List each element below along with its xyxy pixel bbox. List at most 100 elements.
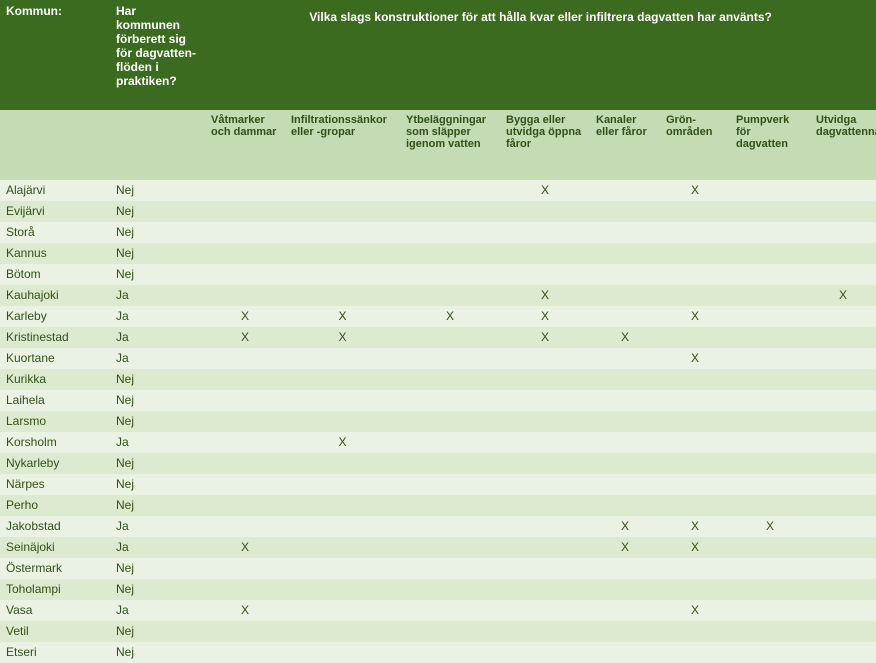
- cell-mark: [730, 642, 810, 663]
- cell-mark: [730, 243, 810, 264]
- table-row: BötomNej: [0, 264, 876, 285]
- cell-mark: [660, 264, 730, 285]
- cell-mark: [660, 285, 730, 306]
- cell-mark: [205, 285, 285, 306]
- cell-mark: [660, 411, 730, 432]
- cell-mark: [285, 579, 400, 600]
- cell-mark: [730, 285, 810, 306]
- table-row: LarsmoNej: [0, 411, 876, 432]
- cell-mark: [205, 495, 285, 516]
- subheader-channels: Kanaler eller fåror: [590, 110, 660, 180]
- cell-mark: X: [500, 327, 590, 348]
- header-separator: [0, 100, 876, 110]
- cell-kommun: Vasa: [0, 600, 110, 621]
- cell-prepared: Nej: [110, 201, 205, 222]
- cell-mark: [590, 558, 660, 579]
- cell-mark: [730, 558, 810, 579]
- cell-mark: [500, 453, 590, 474]
- table-row: KuortaneJaX: [0, 348, 876, 369]
- table-row: ÖstermarkNej: [0, 558, 876, 579]
- cell-mark: [810, 180, 876, 201]
- cell-kommun: Korsholm: [0, 432, 110, 453]
- cell-mark: [205, 243, 285, 264]
- cell-mark: X: [500, 306, 590, 327]
- cell-mark: [810, 474, 876, 495]
- cell-kommun: Vetil: [0, 621, 110, 642]
- cell-kommun: Larsmo: [0, 411, 110, 432]
- cell-mark: [730, 306, 810, 327]
- cell-mark: [660, 642, 730, 663]
- cell-mark: [500, 432, 590, 453]
- cell-mark: [660, 495, 730, 516]
- cell-mark: X: [660, 600, 730, 621]
- cell-mark: [810, 642, 876, 663]
- cell-kommun: Östermark: [0, 558, 110, 579]
- cell-mark: [500, 411, 590, 432]
- cell-mark: [590, 495, 660, 516]
- cell-mark: [730, 474, 810, 495]
- cell-mark: [590, 411, 660, 432]
- cell-prepared: Nej: [110, 579, 205, 600]
- cell-mark: [810, 327, 876, 348]
- cell-mark: [500, 642, 590, 663]
- cell-mark: [285, 474, 400, 495]
- cell-mark: [205, 390, 285, 411]
- subheader-blank-0: [0, 110, 110, 180]
- cell-mark: X: [500, 180, 590, 201]
- cell-mark: [500, 579, 590, 600]
- cell-mark: [810, 621, 876, 642]
- cell-mark: X: [400, 306, 500, 327]
- cell-mark: [730, 369, 810, 390]
- subheader-green-areas: Grön-områden: [660, 110, 730, 180]
- table-body: AlajärviNejXXEvijärviNejStoråNejKannusNe…: [0, 180, 876, 663]
- header-row-1: Kommun: Har kommunen förberett sig för d…: [0, 0, 876, 100]
- cell-kommun: Storå: [0, 222, 110, 243]
- cell-prepared: Nej: [110, 495, 205, 516]
- cell-kommun: Kauhajoki: [0, 285, 110, 306]
- cell-mark: [730, 579, 810, 600]
- cell-prepared: Nej: [110, 453, 205, 474]
- cell-mark: [810, 495, 876, 516]
- cell-mark: [730, 621, 810, 642]
- cell-mark: [730, 600, 810, 621]
- cell-mark: [590, 432, 660, 453]
- cell-mark: [400, 537, 500, 558]
- cell-prepared: Ja: [110, 432, 205, 453]
- cell-mark: [810, 390, 876, 411]
- cell-mark: [590, 285, 660, 306]
- cell-kommun: Kannus: [0, 243, 110, 264]
- cell-mark: [810, 222, 876, 243]
- cell-mark: [285, 453, 400, 474]
- cell-mark: [590, 474, 660, 495]
- cell-mark: X: [810, 285, 876, 306]
- cell-mark: X: [285, 327, 400, 348]
- cell-mark: X: [590, 516, 660, 537]
- cell-mark: [400, 222, 500, 243]
- cell-mark: [400, 558, 500, 579]
- cell-mark: [285, 600, 400, 621]
- cell-mark: X: [590, 537, 660, 558]
- cell-mark: X: [590, 327, 660, 348]
- cell-mark: [205, 180, 285, 201]
- cell-kommun: Laihela: [0, 390, 110, 411]
- cell-mark: [500, 558, 590, 579]
- cell-mark: [285, 558, 400, 579]
- table-row: NykarlebyNej: [0, 453, 876, 474]
- cell-mark: [285, 348, 400, 369]
- cell-mark: X: [285, 432, 400, 453]
- cell-mark: [660, 390, 730, 411]
- cell-kommun: Bötom: [0, 264, 110, 285]
- table-row: NärpesNej: [0, 474, 876, 495]
- subheader-infiltration: Infiltrationssänkor eller -gropar: [285, 110, 400, 180]
- cell-mark: [730, 222, 810, 243]
- cell-mark: [400, 516, 500, 537]
- cell-mark: [660, 243, 730, 264]
- table-row: VetilNej: [0, 621, 876, 642]
- cell-mark: [285, 180, 400, 201]
- cell-prepared: Ja: [110, 516, 205, 537]
- table-row: KarlebyJaXXXXX: [0, 306, 876, 327]
- table-row: JakobstadJaXXX: [0, 516, 876, 537]
- header-prepared: Har kommunen förberett sig för dagvatten…: [110, 0, 205, 100]
- cell-prepared: Nej: [110, 474, 205, 495]
- cell-mark: [590, 600, 660, 621]
